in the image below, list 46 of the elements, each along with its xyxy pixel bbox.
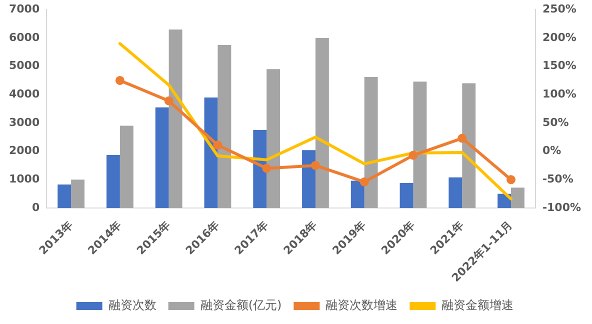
bar [106, 154, 120, 208]
bar [155, 107, 169, 208]
bar [302, 150, 316, 208]
y2-tick-label: 150% [542, 59, 576, 72]
legend-label: 融资次数 [108, 298, 156, 312]
legend-label: 融资次数增速 [326, 298, 398, 312]
y-tick-label: 6000 [8, 30, 40, 44]
y-tick-label: 1000 [8, 172, 40, 186]
bar [400, 183, 414, 208]
y-tick-label: 7000 [8, 2, 40, 16]
y-tick-label: 5000 [8, 59, 40, 72]
point [262, 164, 272, 173]
y2-tick-label: 100% [542, 87, 576, 100]
y2-tick-label: -100% [542, 200, 582, 214]
y2-tick-label: 50% [542, 116, 569, 129]
bar [315, 38, 329, 208]
y2-tick-label: 250% [542, 2, 576, 16]
point [310, 160, 320, 170]
bar [350, 180, 364, 208]
bar [462, 83, 476, 208]
bar [448, 177, 462, 208]
bar [413, 82, 427, 208]
bar [71, 180, 84, 208]
y-tick-label: 4000 [8, 87, 40, 100]
bar [218, 45, 232, 208]
bar [168, 29, 182, 208]
bar [511, 188, 524, 208]
y-tick-label: 0 [32, 200, 40, 214]
point [213, 140, 222, 150]
point [164, 96, 174, 106]
bar [120, 126, 134, 208]
point [408, 150, 418, 160]
point [115, 76, 124, 85]
bar [266, 69, 280, 208]
y2-tick-label: 200% [542, 30, 576, 44]
point [506, 175, 516, 184]
legend-label: 融资金额(亿元) [200, 298, 282, 312]
point [360, 177, 369, 186]
y-tick-label: 2000 [8, 144, 40, 158]
point [458, 134, 467, 143]
y2-tick-label: -50% [542, 172, 574, 186]
y-tick-label: 3000 [8, 116, 40, 129]
bar [364, 77, 378, 208]
legend-label: 融资金额增速 [442, 298, 514, 312]
bar [58, 184, 72, 208]
y2-tick-label: 0% [542, 144, 562, 158]
